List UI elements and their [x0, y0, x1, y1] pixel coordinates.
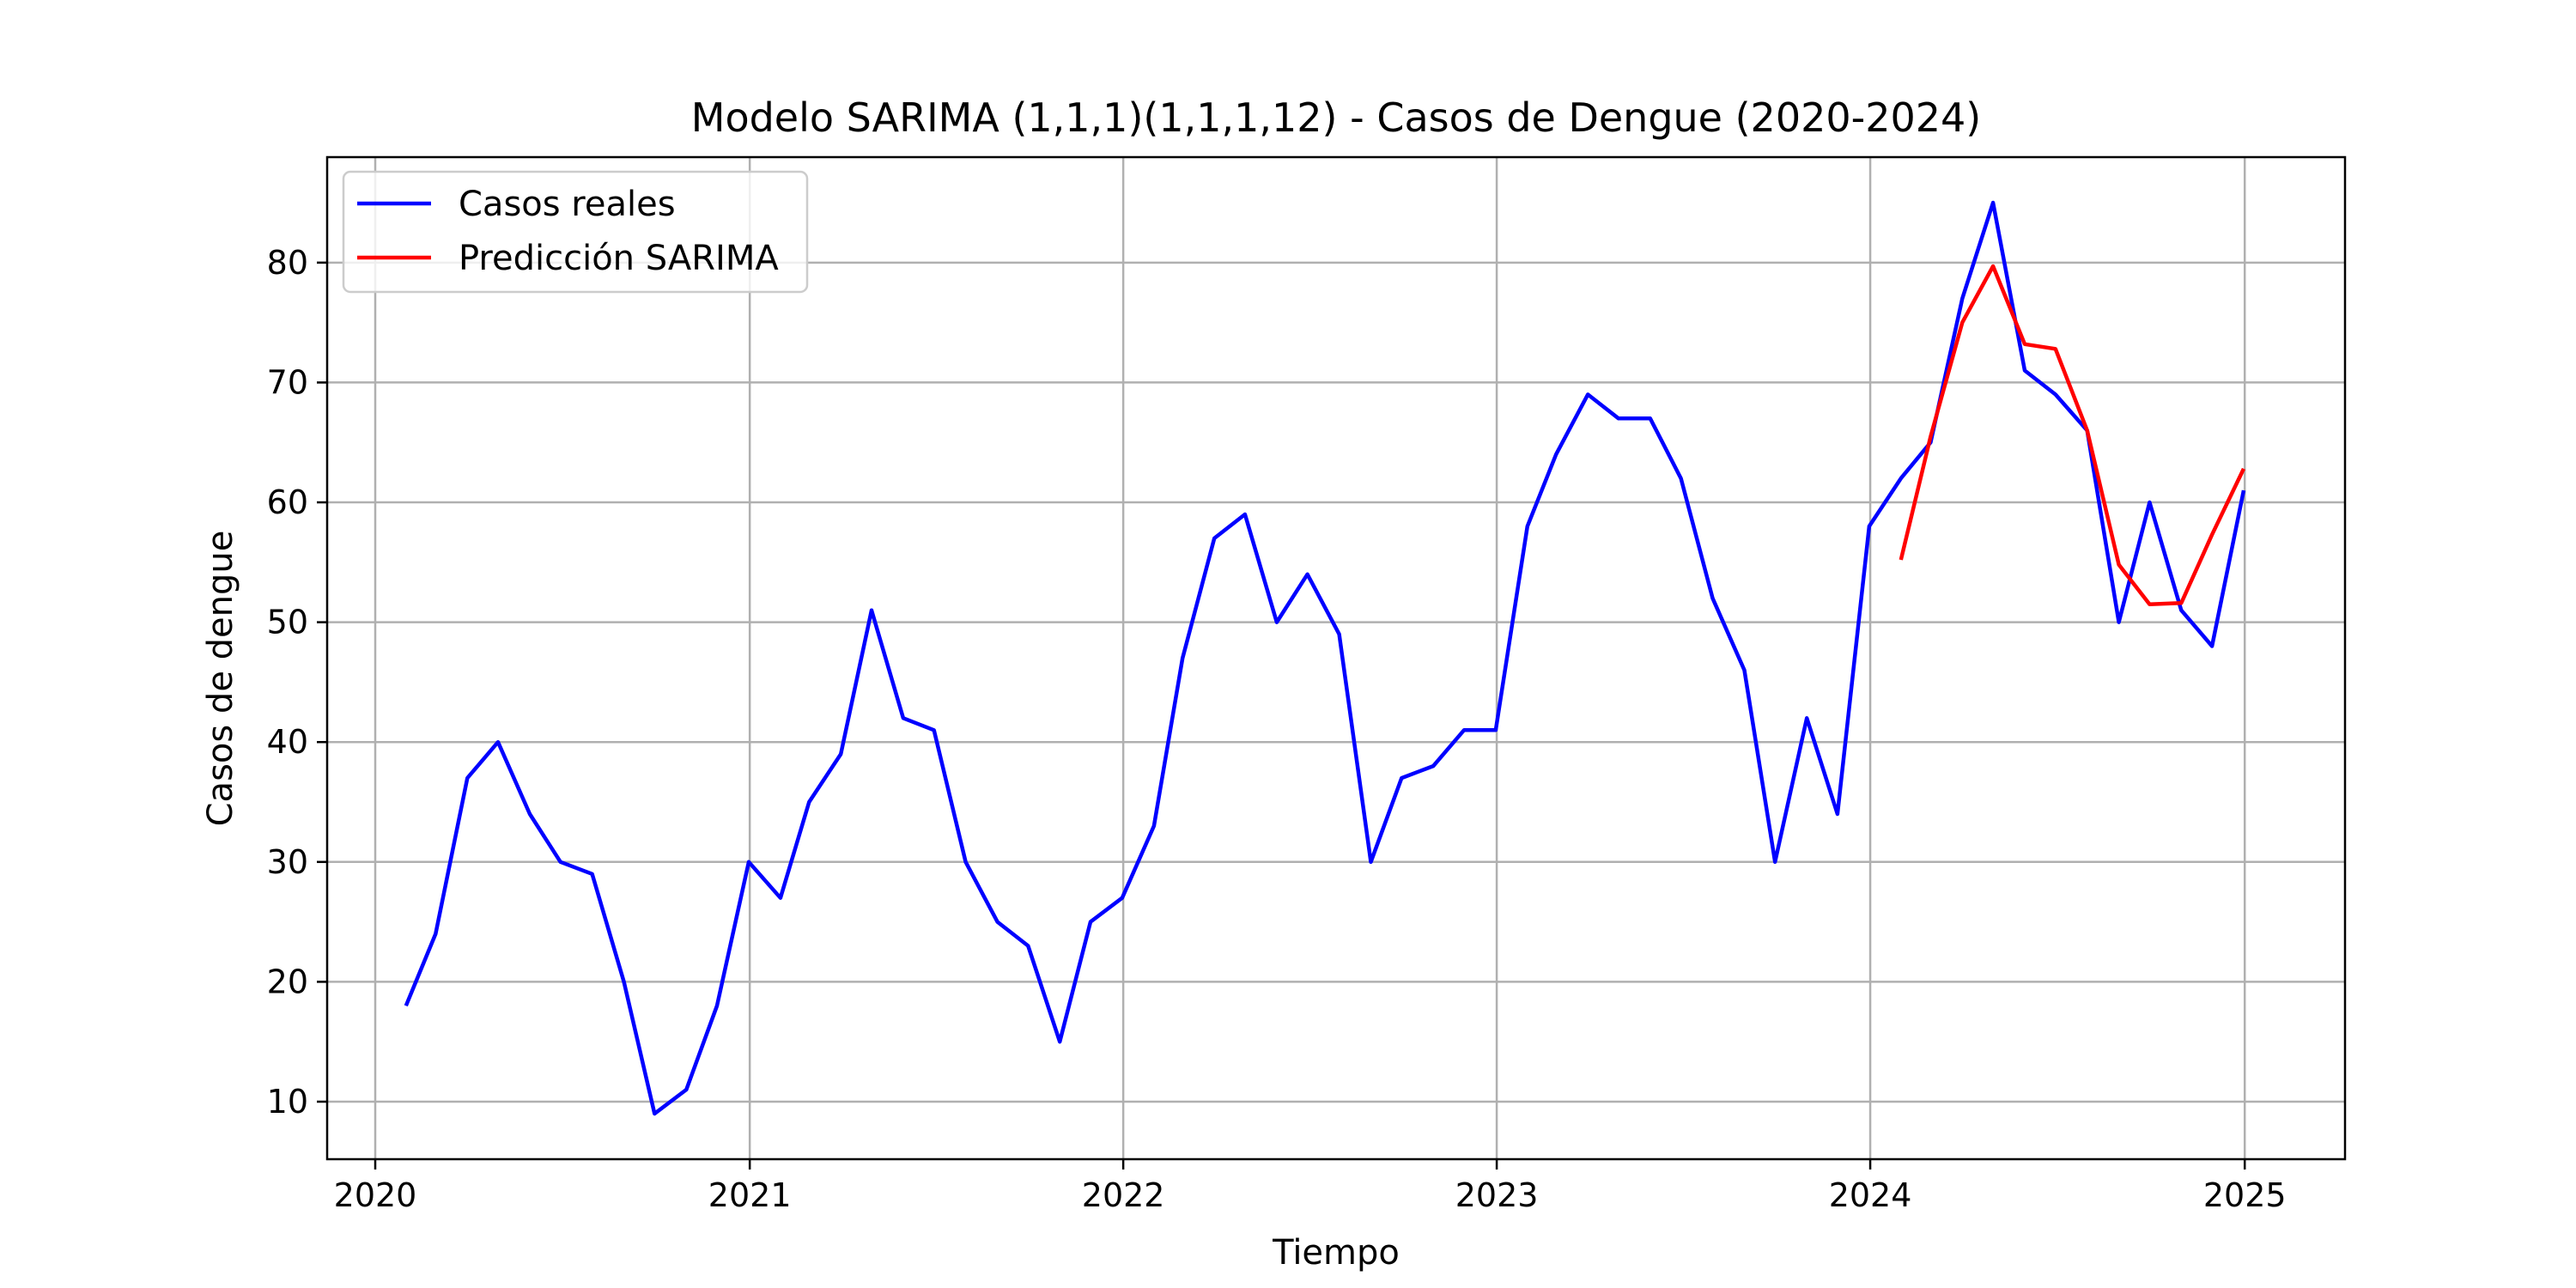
x-tick-label: 2025 — [2203, 1176, 2287, 1214]
legend: Casos reales Predicción SARIMA — [342, 170, 809, 294]
x-tick-label: 2022 — [1082, 1176, 1165, 1214]
x-tick-label: 2021 — [708, 1176, 792, 1214]
y-tick-label: 50 — [267, 604, 308, 641]
x-tick-label: 2020 — [334, 1176, 417, 1214]
x-axis-label: Tiempo — [1272, 1233, 1400, 1273]
y-axis-ticks: 10 20 30 40 50 60 70 80 — [267, 244, 327, 1121]
y-tick-label: 30 — [267, 843, 308, 881]
x-tick-label: 2023 — [1455, 1176, 1539, 1214]
legend-label: Casos reales — [459, 185, 676, 224]
legend-label: Predicción SARIMA — [459, 239, 779, 278]
series-line-1 — [1899, 264, 2246, 606]
y-tick-label: 20 — [267, 963, 308, 1000]
x-axis-ticks: 2020 2021 2022 2023 2024 2025 — [334, 1159, 2287, 1214]
y-tick-label: 40 — [267, 723, 308, 761]
y-tick-label: 70 — [267, 363, 308, 401]
grid-lines — [327, 157, 2345, 1159]
y-axis-label: Casos de dengue — [201, 531, 240, 827]
series-lines — [404, 200, 2246, 1116]
y-tick-label: 10 — [267, 1083, 308, 1121]
y-tick-label: 80 — [267, 244, 308, 282]
chart-title: Modelo SARIMA (1,1,1)(1,1,1,12) - Casos … — [691, 94, 1981, 141]
y-tick-label: 60 — [267, 483, 308, 521]
x-tick-label: 2024 — [1829, 1176, 1912, 1214]
series-line-0 — [404, 200, 2246, 1116]
plot-frame — [325, 155, 2347, 1161]
legend-box — [342, 170, 809, 294]
